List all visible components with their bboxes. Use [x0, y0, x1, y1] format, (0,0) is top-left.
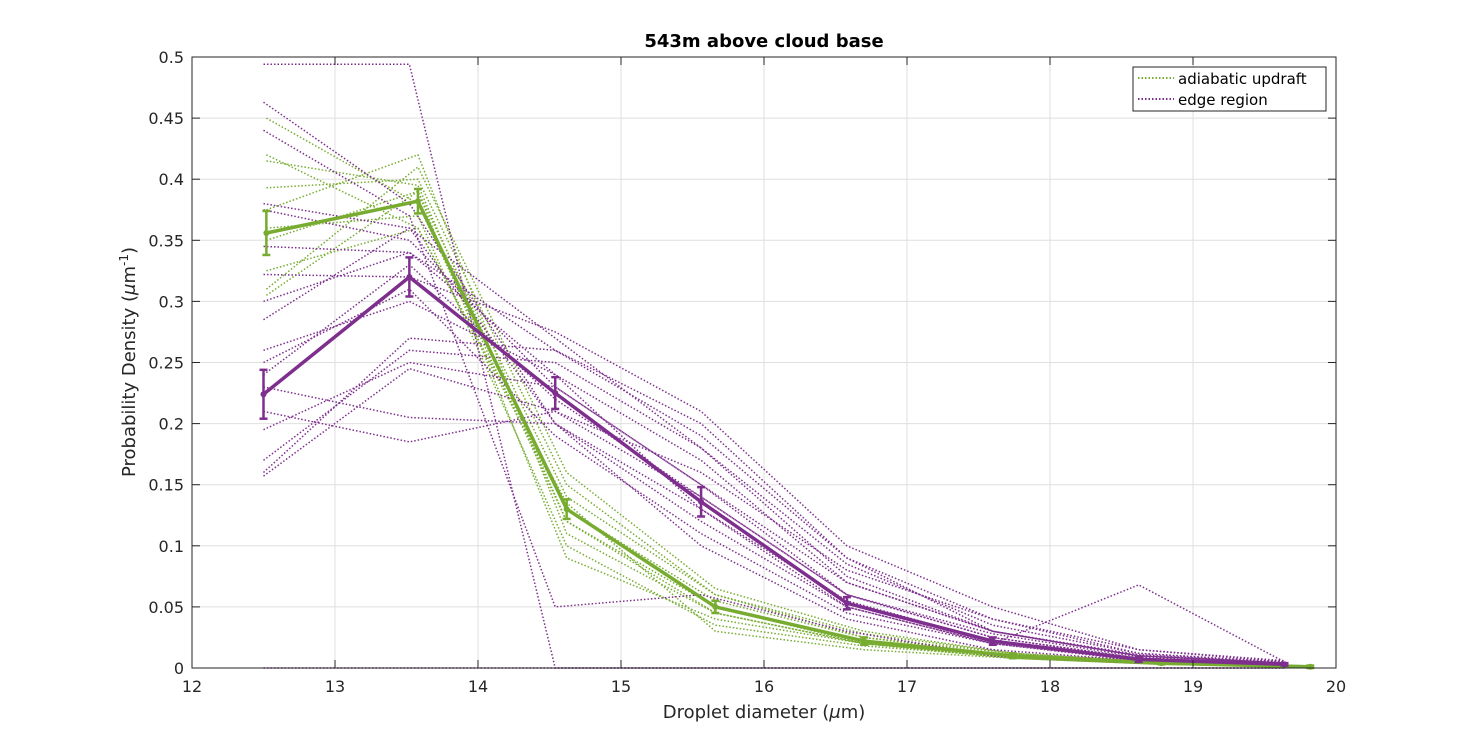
sample-series-line [263, 361, 1285, 664]
mean-data-point [1009, 652, 1016, 659]
x-tick-label: 12 [182, 677, 202, 696]
mean-data-point [712, 603, 719, 610]
sample-series-line [263, 410, 1285, 664]
mean-data-point [260, 391, 267, 398]
sample-series-line [263, 273, 1285, 663]
y-axis-label-sup: -1 [117, 254, 131, 266]
y-tick-label: 0.4 [159, 170, 184, 189]
sample-series-line [266, 178, 1311, 668]
sample-series-line [263, 367, 1285, 666]
y-tick-label: 0.3 [159, 292, 184, 311]
sample-series-line [263, 251, 1285, 666]
y-tick-label: 0.1 [159, 537, 184, 556]
mean-series-layer [259, 187, 1315, 670]
x-tick-label: 16 [754, 677, 774, 696]
mean-data-point [406, 273, 413, 280]
axis-tick-labels: 12 13 14 15 16 17 18 19 20 0 0.05 0.1 0.15 0.2 0.25 0.3… [148, 48, 1346, 696]
x-tick-label: 13 [325, 677, 345, 696]
mean-data-point [263, 229, 270, 236]
x-tick-label: 20 [1326, 677, 1346, 696]
y-axis-label: Probability Density (μm-1) [117, 247, 140, 477]
mean-data-point [861, 638, 868, 645]
y-tick-label: 0.15 [148, 476, 184, 495]
sample-series-line [266, 153, 1311, 668]
mean-data-point [552, 390, 559, 397]
y-tick-label: 0.05 [148, 598, 184, 617]
x-axis-label-mu: μ [828, 702, 840, 723]
x-axis-label: Droplet diameter (μm) [663, 702, 866, 723]
sample-series-line [263, 386, 1285, 663]
y-axis-label-pre: Probability Density ( [119, 295, 140, 477]
mean-data-point [563, 506, 570, 513]
mean-data-point [1135, 656, 1142, 663]
x-axis-label-pre: Droplet diameter ( [663, 702, 830, 723]
sample-series-line [263, 245, 1285, 664]
x-tick-label: 14 [468, 677, 488, 696]
mean-data-point [698, 498, 705, 505]
sample-series-line [263, 63, 1285, 669]
x-axis-label-post: m) [841, 702, 866, 723]
y-axis-label-post: ) [119, 247, 140, 254]
x-tick-label: 15 [611, 677, 631, 696]
sample-series-line [266, 117, 1311, 668]
sample-series-line [263, 263, 1285, 666]
mean-data-point [843, 600, 850, 607]
chart-title: 543m above cloud base [644, 31, 883, 52]
legend-label-adiabatic: adiabatic updraft [1178, 70, 1307, 88]
y-tick-label: 0.35 [148, 231, 184, 250]
x-tick-label: 19 [1183, 677, 1203, 696]
legend-label-edge: edge region [1178, 91, 1268, 109]
y-tick-label: 0.2 [159, 415, 184, 434]
mean-series-line [262, 275, 1285, 667]
mean-data-point [414, 198, 421, 205]
sample-series-line [263, 101, 1285, 667]
y-axis-label-unit: m [119, 266, 140, 284]
mean-data-point [989, 638, 996, 645]
axis-ticks [191, 56, 1337, 669]
mean-data-point [1307, 663, 1314, 670]
y-tick-label: 0.5 [159, 48, 184, 67]
legend-box [1132, 66, 1327, 112]
y-axis-label-mu: μ [119, 284, 140, 296]
y-tick-label: 0.45 [148, 109, 184, 128]
y-tick-label: 0 [174, 659, 184, 678]
x-tick-label: 18 [1040, 677, 1060, 696]
legend: adiabatic updraft edge region [1132, 66, 1327, 112]
mean-data-point [1281, 661, 1288, 668]
y-tick-label: 0.25 [148, 354, 184, 373]
sample-series-line [265, 190, 1311, 668]
sample-series-line [263, 349, 1285, 663]
sample-series-line [263, 202, 1285, 664]
x-tick-label: 17 [897, 677, 917, 696]
